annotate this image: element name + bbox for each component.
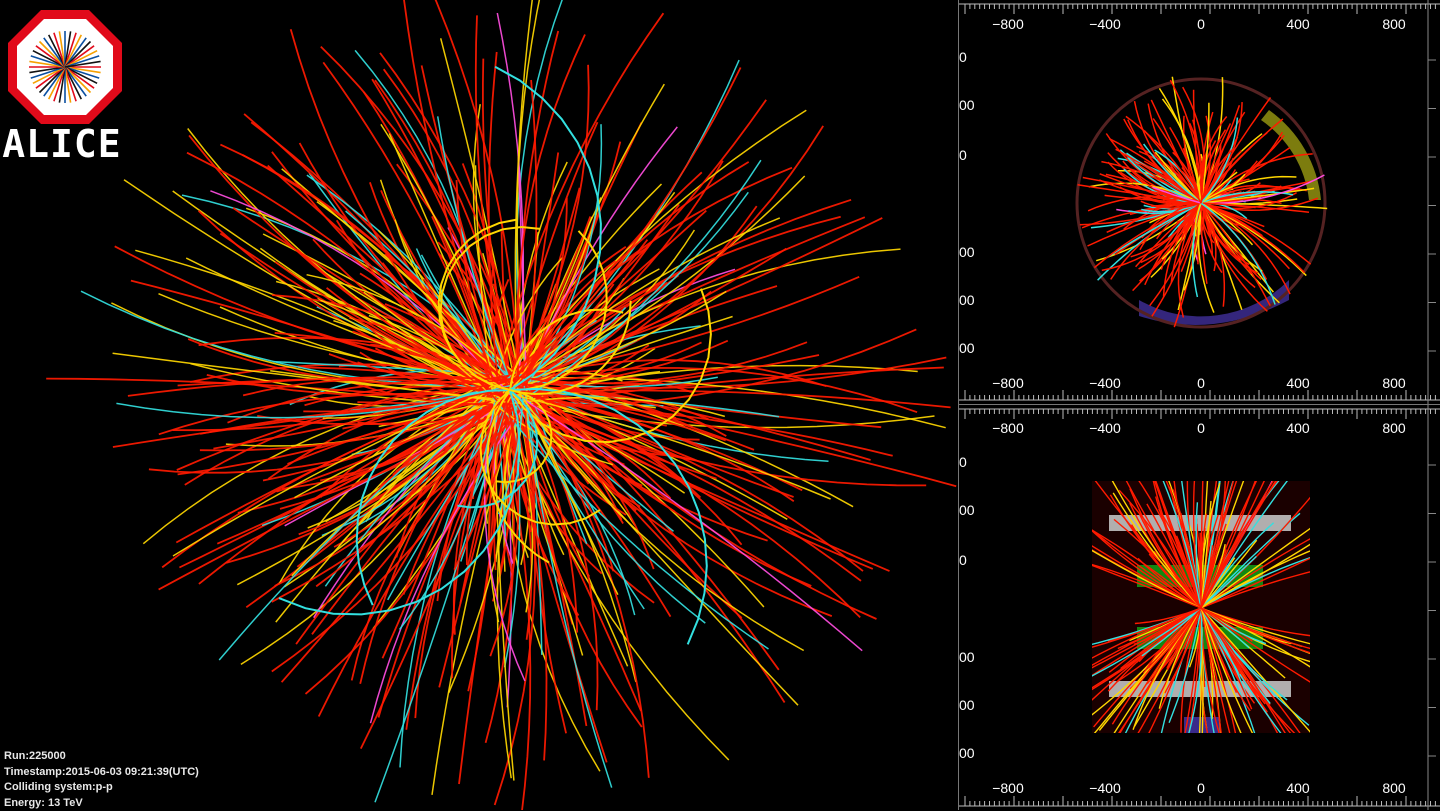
rhoz-detector-and-tracks — [1017, 411, 1398, 806]
axis-tick-label: 400 — [1286, 420, 1310, 436]
axis-tick-label: −800 — [992, 420, 1024, 436]
main-3d-event-view[interactable]: ALICE Run:225000 Timestamp:2015-06-03 09… — [0, 0, 958, 810]
rphi-track — [1098, 203, 1201, 280]
track-display-3d[interactable] — [0, 0, 958, 810]
axis-tick-label: 400 — [1286, 780, 1310, 796]
axis-tick-label: 0 — [959, 147, 967, 163]
axis-tick-label: −800 — [992, 780, 1024, 796]
run-number: Run:225000 — [4, 749, 199, 765]
axis-tick-label: 400 — [1286, 375, 1310, 391]
axis-tick-label: −800 — [992, 375, 1024, 391]
axis-tick-label: 0 — [959, 454, 967, 470]
axis-tick-label: 800 — [1382, 16, 1406, 32]
alice-logo-text: ALICE — [0, 122, 124, 166]
axis-tick-label: 00 — [959, 292, 975, 308]
axis-tick-label: −800 — [992, 16, 1024, 32]
axis-tick-label: 00 — [959, 97, 975, 113]
alice-octagon-icon — [6, 8, 124, 126]
axis-tick-label: 0 — [959, 49, 967, 65]
timestamp: Timestamp:2015-06-03 09:21:39(UTC) — [4, 765, 199, 781]
rphi-detector-and-tracks — [1077, 77, 1327, 327]
axis-tick-label: 00 — [959, 502, 975, 518]
axis-tick-label: −400 — [1089, 16, 1121, 32]
axis-tick-label: 400 — [1286, 16, 1310, 32]
axis-tick-label: 0 — [959, 552, 967, 568]
axis-tick-label: 0 — [1197, 16, 1205, 32]
axis-tick-label: −400 — [1089, 420, 1121, 436]
axis-tick-label: 800 — [1382, 375, 1406, 391]
collision-energy: Energy: 13 TeV — [4, 796, 199, 811]
axis-tick-label: 00 — [959, 244, 975, 260]
axis-tick-label: 0 — [1197, 420, 1205, 436]
axis-tick-label: −400 — [1089, 375, 1121, 391]
axis-tick-label: 800 — [1382, 780, 1406, 796]
axis-tick-label: 0 — [1197, 375, 1205, 391]
particle-tracks — [46, 0, 956, 810]
event-info: Run:225000 Timestamp:2015-06-03 09:21:39… — [4, 749, 199, 811]
axis-tick-label: 800 — [1382, 420, 1406, 436]
axis-tick-label: 00 — [959, 649, 975, 665]
axis-tick-label: 00 — [959, 745, 975, 761]
axis-tick-label: 00 — [959, 340, 975, 356]
axis-tick-label: 0 — [1197, 780, 1205, 796]
colliding-system: Colliding system:p-p — [4, 780, 199, 796]
axis-tick-label: 00 — [959, 697, 975, 713]
axis-tick-label: −400 — [1089, 780, 1121, 796]
